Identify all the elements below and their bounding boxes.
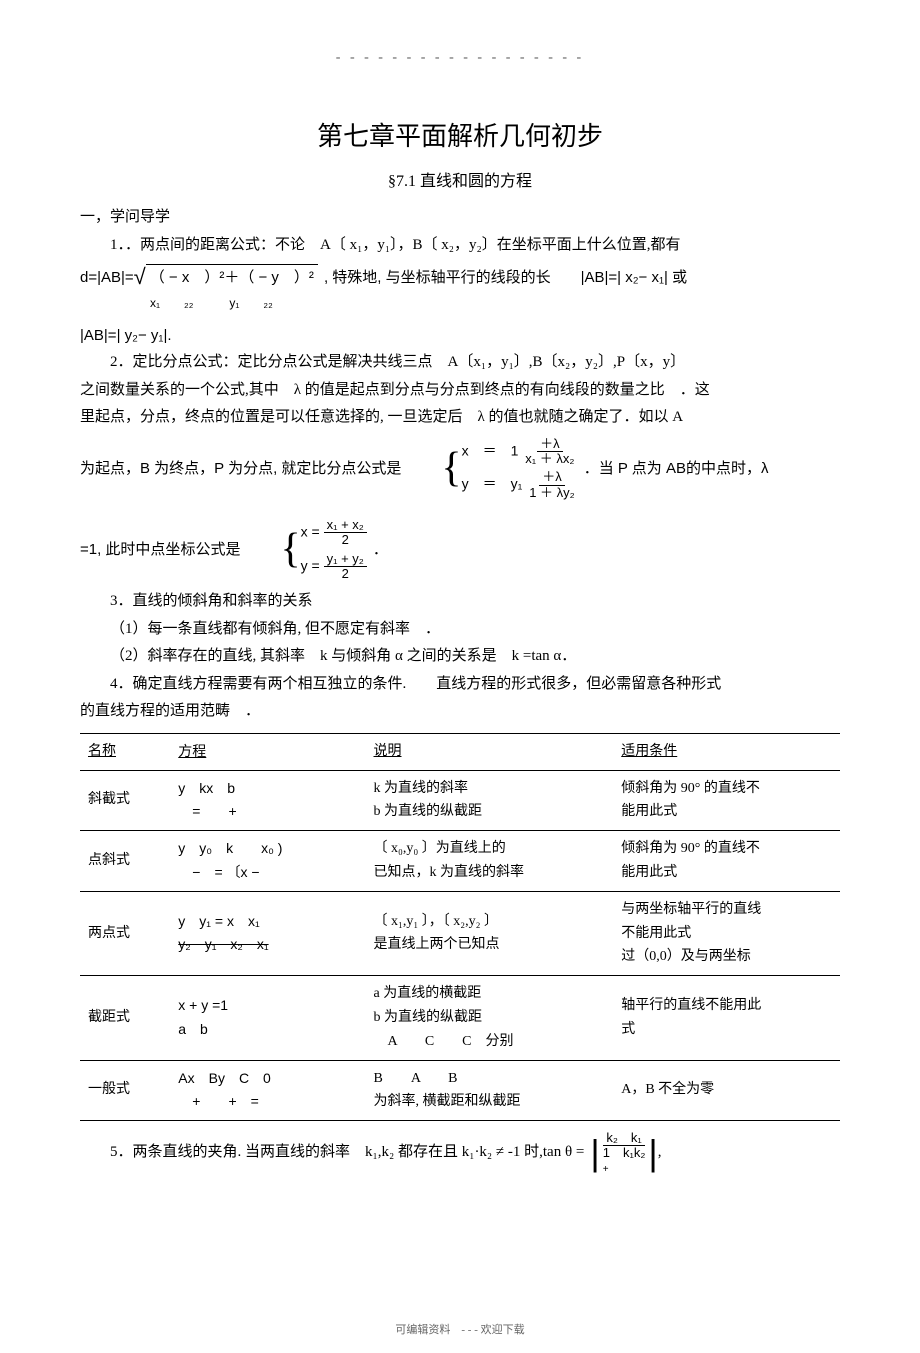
cell-name: 点斜式 [80, 831, 170, 892]
numerator: k₂ k₁ [603, 1131, 644, 1146]
cell-condition: 轴平行的直线不能用此式 [613, 976, 840, 1060]
table-row: 斜截式y kx b = +k 为直线的斜率b 为直线的纵截距倾斜角为 90° 的… [80, 770, 840, 831]
table-header-row: 名称 方程 说明 适用条件 [80, 733, 840, 770]
item-5-text: 5．两条直线的夹角. 当两直线的斜率 k₁,k₂ 都存在且 k₁·k₂ ≠ -1… [110, 1140, 584, 1166]
sqrt-expression: √ （ − x ）²＋（ − y ）² [134, 264, 318, 291]
cell-condition: 倾斜角为 90° 的直线不能用此式 [613, 770, 840, 831]
cell-condition: 倾斜角为 90° 的直线不能用此式 [613, 831, 840, 892]
line-equation-table: 名称 方程 说明 适用条件 斜截式y kx b = +k 为直线的斜率b 为直线… [80, 733, 840, 1121]
distance-formula: d=|AB|= √ （ − x ）²＋（ − y ）² , 特殊地, 与坐标轴平… [80, 264, 840, 291]
formula-lead-text: 为起点，B 为终点，P 为分点, 就定比分点公式是 [80, 456, 401, 482]
brace2-row-x: x = x₁ + x₂ 2 [301, 518, 367, 548]
den-text: 1 k₁k₂ [603, 1145, 646, 1160]
item-2-line2: 之间数量关系的一个公式,其中 λ 的值是起点到分点与分点到终点的有向线段的数量之… [80, 378, 840, 404]
brace1-y-lead: y ＝ y₁ [462, 476, 523, 492]
item-2-line3: 里起点，分点，终点的位置是可以任意选择的, 一旦选定后 λ 的值也就随之确定了．… [80, 405, 840, 431]
page-footer: 可编辑资料 - - - 欢迎下载 [0, 1321, 920, 1337]
cell-name: 一般式 [80, 1060, 170, 1121]
item-5-tail: , [658, 1140, 662, 1166]
numerator: y₁ + y₂ [324, 552, 367, 567]
section-point-formula: 为起点，B 为终点，P 为分点, 就定比分点公式是 { x ＝ 1 ＋λ x₁ … [80, 437, 840, 500]
fraction: ＋λ x₁ ＋ λx₂ [522, 437, 577, 467]
cell-equation: y kx b = + [170, 770, 365, 831]
item-3: 3．直线的倾斜角和斜率的关系 [80, 589, 840, 615]
table-row: 点斜式y y₀ k x₀ ) − = 〔x −〔 x₀,y₀ 〕为直线上的已知点… [80, 831, 840, 892]
cell-name: 斜截式 [80, 770, 170, 831]
item-5: 5．两条直线的夹角. 当两直线的斜率 k₁,k₂ 都存在且 k₁·k₂ ≠ -1… [80, 1131, 840, 1175]
formula-subscripts: x₁ ₂₂ y₁ ₂₂ [80, 293, 840, 313]
fraction: k₂ k₁ 1 k₁k₂ + [600, 1131, 649, 1175]
cell-name: 截距式 [80, 976, 170, 1060]
distance-alt: |AB|=| y₂− y₁|. [80, 323, 840, 349]
radical-icon: √ [134, 266, 146, 288]
midpoint-lead: =1, 此时中点坐标公式是 [80, 537, 240, 563]
den-op: + [603, 1164, 609, 1175]
th-description: 说明 [366, 733, 614, 770]
brace-system-1: { x ＝ 1 ＋λ x₁ ＋ λx₂ y ＝ y₁ ＋λ 1 ＋ λy₂ [441, 437, 577, 500]
cell-condition: 与两坐标轴平行的直线不能用此式过（0,0）及与两坐标 [613, 891, 840, 975]
cell-description: 〔 x₁,y₁ 〕，〔 x₂,y₂ 〕是直线上两个已知点 [366, 891, 614, 975]
formula-tail-text: ．当 P 点为 AB的中点时，λ [584, 456, 769, 482]
cell-description: a 为直线的横截距b 为直线的纵截距 A C C 分别 [366, 976, 614, 1060]
cell-name: 两点式 [80, 891, 170, 975]
cell-description: k 为直线的斜率b 为直线的纵截距 [366, 770, 614, 831]
denominator: 2 [339, 533, 352, 547]
abs-bar-right-icon: | [648, 1135, 657, 1171]
brace1-row-x: x ＝ 1 ＋λ x₁ ＋ λx₂ [462, 437, 578, 467]
midpoint-formula: =1, 此时中点坐标公式是 { x = x₁ + x₂ 2 y = [80, 518, 840, 581]
brace2-y-lead: y = [301, 557, 324, 573]
table-row: 截距式x + y =1a ba 为直线的横截距b 为直线的纵截距 A C C 分… [80, 976, 840, 1060]
cell-equation: y y₀ k x₀ ) − = 〔x − [170, 831, 365, 892]
numerator: ＋λ [539, 470, 565, 485]
denominator: x₁ ＋ λx₂ [522, 452, 577, 466]
heading-1: 一，学问导学 [80, 205, 840, 231]
item-4-line2: 的直线方程的适用范畴 ． [80, 699, 840, 725]
header-dashes: - - - - - - - - - - - - - - - - - - [80, 50, 840, 66]
item-1: 1．．两点间的距离公式：不论 A〔 x₁，y₁〕，B〔 x₂，y₂〕在坐标平面上… [80, 233, 840, 259]
brace1-x-lead: x ＝ 1 [462, 442, 519, 458]
brace2-x-lead: x = [301, 524, 324, 540]
abs-value: | k₂ k₁ 1 k₁k₂ + | [590, 1131, 657, 1175]
th-equation: 方程 [170, 733, 365, 770]
left-brace-icon: { [280, 531, 300, 569]
item-3-2: （2）斜率存在的直线, 其斜率 k 与倾斜角 α 之间的关系是 k =tan α… [80, 644, 840, 670]
cell-description: B A B为斜率, 横截距和纵截距 [366, 1060, 614, 1121]
th-condition: 适用条件 [613, 733, 840, 770]
denominator: 1 k₁k₂ + [600, 1146, 649, 1175]
cell-equation: y y₁ = x x₁y₂ y₁ x₂ x₁ [170, 891, 365, 975]
numerator: ＋λ [537, 437, 563, 452]
brace-system-2: { x = x₁ + x₂ 2 y = y₁ + y₂ 2 [280, 518, 366, 581]
denominator: 2 [339, 567, 352, 581]
page: - - - - - - - - - - - - - - - - - - 第七章平… [0, 0, 920, 1353]
cell-description: 〔 x₀,y₀ 〕为直线上的已知点，k 为直线的斜率 [366, 831, 614, 892]
abs-bar-left-icon: | [590, 1135, 599, 1171]
radicand: （ − x ）²＋（ − y ）² [146, 264, 318, 291]
chapter-title: 第七章平面解析几何初步 [80, 116, 840, 153]
fraction: x₁ + x₂ 2 [324, 518, 367, 548]
table-row: 两点式y y₁ = x x₁y₂ y₁ x₂ x₁〔 x₁,y₁ 〕，〔 x₂,… [80, 891, 840, 975]
denominator: 1 ＋ λy₂ [526, 486, 578, 500]
item-3-1: （1）每一条直线都有倾斜角, 但不愿定有斜率 ． [80, 617, 840, 643]
left-brace-icon: { [441, 450, 461, 488]
content-body: 一，学问导学 1．．两点间的距离公式：不论 A〔 x₁，y₁〕，B〔 x₂，y₂… [80, 205, 840, 1175]
brace2-row-y: y = y₁ + y₂ 2 [301, 552, 367, 582]
fraction: ＋λ 1 ＋ λy₂ [526, 470, 578, 500]
brace1-row-y: y ＝ y₁ ＋λ 1 ＋ λy₂ [462, 470, 578, 500]
angle-formula: | k₂ k₁ 1 k₁k₂ + | [590, 1131, 657, 1175]
item-4-line1: 4．确定直线方程需要有两个相互独立的条件. 直线方程的形式很多，但必需留意各种形… [80, 672, 840, 698]
formula-suffix: , 特殊地, 与坐标轴平行的线段的长 |AB|=| x₂− x₁| 或 [324, 265, 687, 291]
cell-condition: A，B 不全为零 [613, 1060, 840, 1121]
item-2-line1: 2．定比分点公式：定比分点公式是解决共线三点 A〔x₁，y₁〕,B〔x₂，y₂〕… [80, 350, 840, 376]
table-row: 一般式Ax By C 0 + + =B A B为斜率, 横截距和纵截距A，B 不… [80, 1060, 840, 1121]
numerator: x₁ + x₂ [324, 518, 367, 533]
section-number: §7.1 直线和圆的方程 [80, 167, 840, 191]
formula-prefix: d=|AB|= [80, 265, 134, 291]
cell-equation: Ax By C 0 + + = [170, 1060, 365, 1121]
fraction: y₁ + y₂ 2 [324, 552, 367, 582]
period: ． [373, 537, 388, 563]
th-name: 名称 [80, 733, 170, 770]
cell-equation: x + y =1a b [170, 976, 365, 1060]
